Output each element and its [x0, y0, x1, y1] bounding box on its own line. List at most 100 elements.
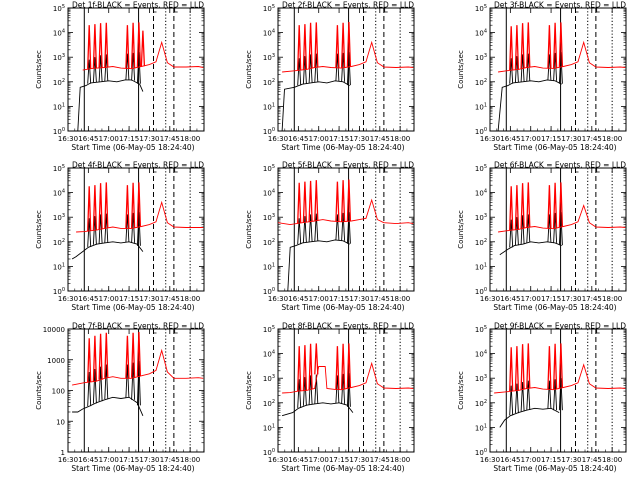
- events-series-line: [497, 79, 562, 132]
- y-axis-label: Counts/sec: [457, 210, 465, 249]
- y-tick-label: 104: [53, 29, 65, 38]
- events-series-spike: [92, 216, 97, 245]
- y-tick-label: 104: [475, 29, 487, 38]
- lld-series-spike: [125, 185, 130, 229]
- lld-series-spike: [130, 332, 136, 378]
- y-tick-label: 1000: [47, 357, 65, 365]
- chart-title: Det 1f-BLACK = Events, RED = LLD: [72, 1, 204, 10]
- events-series-spike: [520, 215, 525, 245]
- events-series-spike: [314, 374, 319, 404]
- x-tick-label: 17:15: [541, 456, 561, 464]
- x-tick-label: 17:45: [582, 135, 602, 143]
- lld-series-spike: [308, 180, 313, 222]
- y-tick-label: 101: [475, 262, 487, 271]
- y-axis-label: Counts/sec: [35, 371, 43, 410]
- lld-series-spike: [125, 335, 130, 379]
- x-tick-label: 17:30: [349, 295, 369, 303]
- marker-hook: [596, 168, 600, 173]
- x-tick-label: 18:00: [602, 295, 622, 303]
- events-series-spike: [125, 214, 130, 243]
- title-rest: = LLD: [601, 322, 626, 331]
- lld-series-line: [498, 204, 626, 233]
- x-tick-label: 18:00: [180, 295, 200, 303]
- x-axis-label: Start Time (06-May-05 18:24:40): [71, 464, 194, 473]
- y-tick-label: 103: [475, 374, 487, 383]
- events-series-line: [71, 241, 144, 260]
- lld-series-spike: [308, 22, 313, 69]
- y-tick-label: 104: [263, 29, 275, 38]
- title-red-word: RED: [373, 1, 389, 10]
- lld-series-spike: [104, 332, 109, 378]
- lld-series-spike: [514, 25, 520, 70]
- y-tick-label: 105: [263, 164, 275, 173]
- title-detector: Det 1f-BLACK = Events,: [72, 1, 163, 10]
- lld-series-spike: [87, 25, 92, 69]
- lld-series-line: [282, 40, 414, 73]
- x-tick-label: 17:00: [99, 295, 119, 303]
- x-tick-label: 16:30: [268, 135, 288, 143]
- events-series-spike: [98, 214, 103, 244]
- x-axis-label: Start Time (06-May-05 18:24:40): [71, 303, 194, 312]
- events-series-spike: [346, 373, 351, 407]
- lld-series-spike: [335, 25, 340, 68]
- title-detector: Det 6f-BLACK = Events,: [494, 161, 585, 170]
- events-series-spike: [87, 59, 92, 84]
- marker-hook: [384, 168, 388, 173]
- events-series-spike: [341, 212, 346, 241]
- title-red-word: RED: [373, 322, 389, 331]
- lld-series-spike: [297, 182, 302, 224]
- events-series-line: [287, 239, 350, 292]
- y-tick-label: 103: [475, 53, 487, 62]
- lld-series-spike: [340, 180, 346, 222]
- title-detector: Det 8f-BLACK = Events,: [282, 322, 373, 331]
- events-series-spike: [509, 58, 514, 84]
- events-series-spike: [136, 52, 141, 84]
- lld-series-spike: [520, 344, 525, 390]
- chart-panel-3: Det 3f-BLACK = Events, RED = LLD 100 101 10…: [457, 1, 627, 152]
- y-tick-label: 105: [53, 164, 65, 173]
- lld-series-spike: [308, 343, 313, 390]
- events-series-spike: [526, 214, 531, 243]
- chart-panel-6: Det 6f-BLACK = Events, RED = LLD 100 101 10…: [457, 161, 627, 312]
- y-axis-label: Counts/sec: [457, 50, 465, 89]
- events-series-spike: [98, 366, 103, 402]
- lld-series-spike: [98, 23, 103, 68]
- y-tick-label: 101: [53, 262, 65, 271]
- y-tick-label: 105: [475, 164, 487, 173]
- chart-title: Det 9f-BLACK = Events, RED = LLD: [494, 322, 626, 331]
- x-tick-label: 16:45: [500, 295, 520, 303]
- events-series-line: [77, 79, 144, 132]
- title-rest: = LLD: [601, 1, 626, 10]
- y-tick-label: 103: [263, 213, 275, 222]
- lld-series-spike: [340, 22, 346, 68]
- lld-series-spike: [314, 22, 319, 68]
- events-series-spike: [87, 218, 92, 247]
- x-tick-label: 16:30: [480, 456, 500, 464]
- y-axis-label: Counts/sec: [245, 371, 253, 410]
- lld-series-spike: [558, 22, 564, 67]
- marker-hook: [363, 168, 367, 173]
- x-axis-label: Start Time (06-May-05 18:24:40): [281, 303, 404, 312]
- y-tick-label: 102: [475, 78, 487, 87]
- y-tick-label: 100: [475, 127, 487, 136]
- lld-series-spike: [346, 343, 352, 389]
- marker-hook: [575, 168, 579, 173]
- x-axis-label: Start Time (06-May-05 18:24:40): [281, 143, 404, 152]
- events-series-spike: [335, 53, 340, 82]
- chart-panel-8: Det 8f-BLACK = Events, RED = LLD 100 101 10…: [245, 322, 415, 473]
- events-series-spike: [335, 375, 340, 404]
- lld-series-spike: [335, 346, 340, 390]
- title-red-word: RED: [163, 1, 179, 10]
- x-tick-label: 17:00: [521, 456, 541, 464]
- lld-series-spike: [98, 183, 103, 230]
- x-tick-label: 17:30: [139, 295, 159, 303]
- y-axis-label: Counts/sec: [35, 50, 43, 89]
- lld-series-line: [277, 198, 414, 226]
- x-tick-label: 17:45: [370, 295, 390, 303]
- x-tick-label: 17:30: [561, 456, 581, 464]
- y-axis-label: Counts/sec: [245, 210, 253, 249]
- y-axis-label: Counts/sec: [457, 371, 465, 410]
- events-series-spike: [558, 52, 563, 84]
- lld-series-spike: [130, 22, 136, 69]
- y-tick-label: 100: [263, 448, 275, 457]
